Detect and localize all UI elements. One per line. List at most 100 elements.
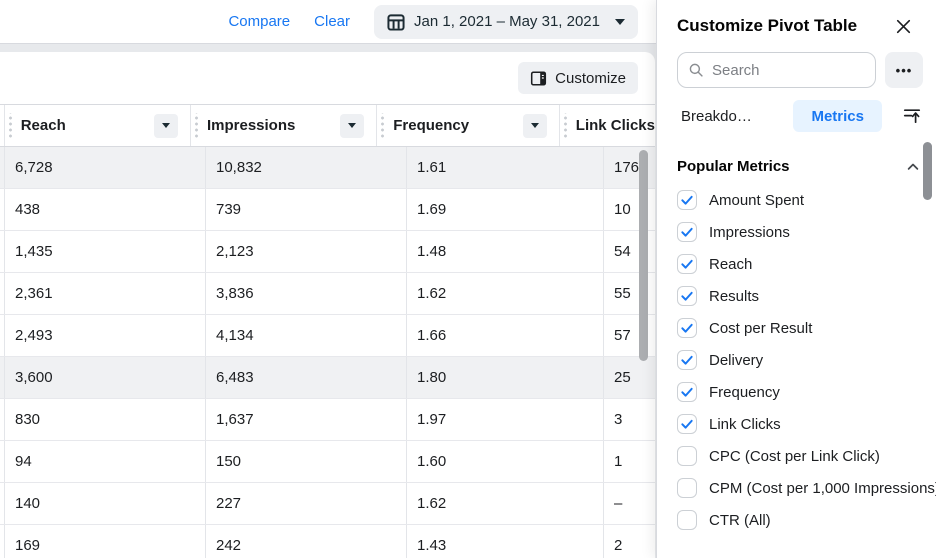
- cell-impressions: 150: [206, 441, 407, 482]
- drag-handle-icon[interactable]: [563, 112, 567, 139]
- column-menu-button[interactable]: [522, 113, 547, 138]
- column-header-link-clicks[interactable]: Link Clicks: [560, 105, 655, 146]
- column-header-reach[interactable]: Reach: [5, 105, 191, 146]
- checkbox[interactable]: [677, 222, 697, 242]
- table-row[interactable]: 830 1,637 1.97 3: [0, 399, 655, 441]
- customize-button-label: Customize: [555, 69, 626, 87]
- metric-label: Delivery: [709, 351, 764, 369]
- compare-link[interactable]: Compare: [228, 13, 291, 30]
- chevron-down-icon: [348, 123, 357, 128]
- drag-handle-icon[interactable]: [194, 112, 198, 139]
- drag-handle-icon[interactable]: [8, 112, 12, 139]
- customize-button[interactable]: Customize: [518, 62, 638, 94]
- cell-impressions: 1,637: [206, 399, 407, 440]
- more-options-button[interactable]: •••: [885, 52, 923, 88]
- cell-link-clicks: 1: [614, 453, 623, 470]
- custom-order-icon[interactable]: [902, 106, 922, 126]
- metric-label: CPM (Cost per 1,000 Impressions): [709, 479, 936, 497]
- table-row[interactable]: 140 227 1.62 –: [0, 483, 655, 525]
- table-row[interactable]: 3,600 6,483 1.80 25: [0, 357, 655, 399]
- metric-option[interactable]: Frequency: [657, 376, 936, 408]
- check-icon: [681, 259, 693, 269]
- table-row[interactable]: 2,493 4,134 1.66 57: [0, 315, 655, 357]
- chevron-down-icon: [161, 123, 170, 128]
- cell-reach: 438: [5, 189, 206, 230]
- table-row[interactable]: 438 739 1.69 10: [0, 189, 655, 231]
- checkbox[interactable]: [677, 190, 697, 210]
- checkbox[interactable]: [677, 510, 697, 530]
- cell-reach: 830: [5, 399, 206, 440]
- check-icon: [681, 323, 693, 333]
- clear-link[interactable]: Clear: [314, 13, 351, 30]
- cell-link-clicks: 176: [614, 159, 640, 176]
- cell-link-clicks: 54: [614, 243, 631, 260]
- checkbox[interactable]: [677, 478, 697, 498]
- table-row[interactable]: 169 242 1.43 2: [0, 525, 655, 558]
- checkbox[interactable]: [677, 446, 697, 466]
- close-button[interactable]: [895, 18, 912, 35]
- table-row[interactable]: 6,728 10,832 1.61 176: [0, 147, 655, 189]
- table-row[interactable]: 1,435 2,123 1.48 54: [0, 231, 655, 273]
- cell-link-clicks: 25: [614, 369, 631, 386]
- table-row[interactable]: 94 150 1.60 1: [0, 441, 655, 483]
- table-row[interactable]: 2,361 3,836 1.62 55: [0, 273, 655, 315]
- check-icon: [681, 419, 693, 429]
- metric-option[interactable]: Amount Spent: [657, 184, 936, 216]
- column-header-frequency[interactable]: Frequency: [377, 105, 560, 146]
- metric-label: Cost per Result: [709, 319, 813, 337]
- metric-label: Reach: [709, 255, 753, 273]
- table-scrollbar[interactable]: [639, 150, 648, 361]
- cell-reach: 94: [5, 441, 206, 482]
- checkbox[interactable]: [677, 414, 697, 434]
- checkbox[interactable]: [677, 382, 697, 402]
- drag-handle-icon[interactable]: [381, 112, 385, 139]
- cell-reach: 1,435: [5, 231, 206, 272]
- cell-impressions: 739: [206, 189, 407, 230]
- cell-frequency: 1.66: [407, 315, 604, 356]
- metric-option[interactable]: Results: [657, 280, 936, 312]
- tab-metrics[interactable]: Metrics: [793, 100, 882, 132]
- column-menu-button[interactable]: [153, 113, 178, 138]
- metrics-list: Amount Spent Impressions Reach Results C…: [657, 184, 936, 536]
- cell-frequency: 1.60: [407, 441, 604, 482]
- cell-impressions: 2,123: [206, 231, 407, 272]
- cell-frequency: 1.48: [407, 231, 604, 272]
- search-icon: [688, 62, 704, 78]
- cell-reach: 2,361: [5, 273, 206, 314]
- metric-label: CPC (Cost per Link Click): [709, 447, 880, 465]
- cell-frequency: 1.62: [407, 483, 604, 524]
- cell-impressions: 242: [206, 525, 407, 558]
- cell-frequency: 1.69: [407, 189, 604, 230]
- metric-option[interactable]: Link Clicks: [657, 408, 936, 440]
- customize-pivot-table-panel: Customize Pivot Table Search ••• Breakdo…: [657, 0, 936, 558]
- calendar-icon: [387, 13, 405, 31]
- metric-option[interactable]: CTR (All): [657, 504, 936, 536]
- column-header-impressions[interactable]: Impressions: [191, 105, 378, 146]
- metric-option[interactable]: Reach: [657, 248, 936, 280]
- search-input[interactable]: Search: [677, 52, 876, 88]
- metric-option[interactable]: Cost per Result: [657, 312, 936, 344]
- cell-link-clicks: –: [614, 495, 623, 512]
- column-menu-button[interactable]: [340, 113, 365, 138]
- table-body: 6,728 10,832 1.61 176 438 739 1.69 10 1,…: [0, 147, 655, 558]
- checkbox[interactable]: [677, 350, 697, 370]
- cell-reach: 140: [5, 483, 206, 524]
- checkbox[interactable]: [677, 286, 697, 306]
- cell-reach: 6,728: [5, 147, 206, 188]
- metric-label: Link Clicks: [709, 415, 781, 433]
- checkbox[interactable]: [677, 318, 697, 338]
- metric-option[interactable]: Impressions: [657, 216, 936, 248]
- metric-option[interactable]: CPM (Cost per 1,000 Impressions): [657, 472, 936, 504]
- metric-option[interactable]: CPC (Cost per Link Click): [657, 440, 936, 472]
- date-range-picker[interactable]: Jan 1, 2021 – May 31, 2021: [374, 4, 638, 39]
- tab-breakdowns[interactable]: Breakdo…: [681, 107, 752, 125]
- cell-impressions: 4,134: [206, 315, 407, 356]
- cell-link-clicks: 57: [614, 327, 631, 344]
- metric-option[interactable]: Delivery: [657, 344, 936, 376]
- check-icon: [681, 355, 693, 365]
- chevron-up-icon[interactable]: [906, 160, 920, 174]
- panel-scrollbar[interactable]: [923, 142, 932, 200]
- search-placeholder: Search: [712, 61, 760, 79]
- checkbox[interactable]: [677, 254, 697, 274]
